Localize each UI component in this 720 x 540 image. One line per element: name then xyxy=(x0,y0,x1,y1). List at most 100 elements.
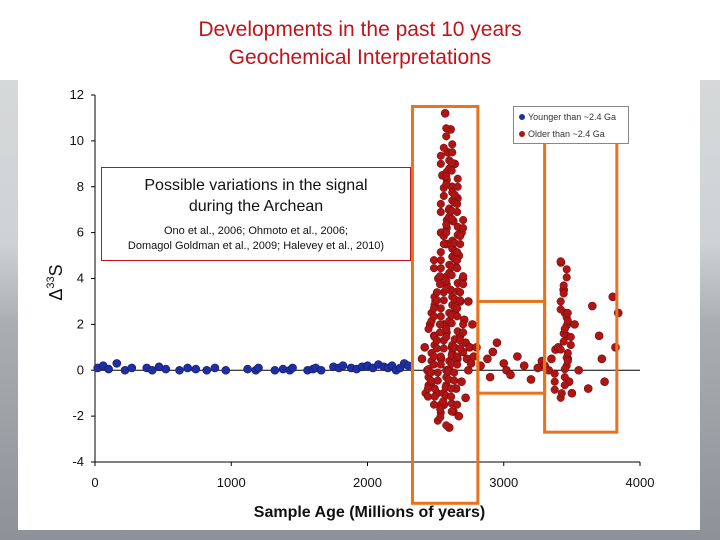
data-point-old xyxy=(563,308,572,317)
data-point-old xyxy=(436,360,445,369)
y-tick-label: -2 xyxy=(72,408,84,423)
data-point-old xyxy=(440,109,450,118)
data-point-old xyxy=(429,256,439,265)
data-point-old xyxy=(447,384,456,393)
annotation-box: Possible variations in the signal during… xyxy=(101,167,411,261)
data-point-old xyxy=(583,384,593,393)
data-point-old xyxy=(436,413,445,422)
data-point-old xyxy=(435,320,445,329)
data-point-old xyxy=(433,368,442,377)
data-point-old xyxy=(453,182,462,191)
legend-marker-young xyxy=(519,114,525,120)
data-point-old xyxy=(550,369,559,378)
plot-panel xyxy=(18,80,700,530)
data-point-old xyxy=(570,320,579,329)
data-point-young xyxy=(112,359,122,368)
data-point-old xyxy=(526,375,536,384)
data-point-old xyxy=(453,199,462,209)
data-point-old xyxy=(429,264,439,273)
data-point-old xyxy=(453,352,462,361)
data-point-old xyxy=(456,288,465,297)
data-point-old xyxy=(459,272,468,281)
legend-label-old: Older than ~2.4 Ga xyxy=(528,129,605,139)
data-point-old xyxy=(432,344,442,353)
data-point-young xyxy=(288,363,297,373)
data-point-old xyxy=(423,392,433,401)
data-point-old xyxy=(567,388,577,398)
data-point-old xyxy=(436,405,445,414)
data-point-old xyxy=(453,360,462,369)
data-point-young xyxy=(104,364,113,374)
data-point-old xyxy=(468,320,477,329)
data-point-young xyxy=(175,365,184,375)
data-point-old xyxy=(450,368,459,377)
y-tick-label: 2 xyxy=(77,316,84,331)
data-point-young xyxy=(221,365,231,375)
data-point-old xyxy=(436,264,445,273)
x-tick-label: 0 xyxy=(91,475,98,490)
data-point-old xyxy=(459,328,468,337)
data-point-young xyxy=(316,365,326,375)
data-point-old xyxy=(492,338,502,348)
annotation-heading-line2: during the Archean xyxy=(188,198,324,215)
data-point-young xyxy=(191,364,201,374)
x-axis-label: Sample Age (Millions of years) xyxy=(254,504,485,521)
data-point-old xyxy=(447,214,456,223)
data-point-old xyxy=(429,312,439,321)
data-point-old xyxy=(519,361,529,370)
data-point-young xyxy=(254,363,263,373)
legend-marker-old xyxy=(519,131,525,137)
data-point-old xyxy=(442,332,451,342)
y-axis-label-text: Δ33S xyxy=(45,264,66,300)
data-point-young xyxy=(210,363,220,373)
y-tick-label: 4 xyxy=(77,271,84,286)
data-point-old xyxy=(488,347,498,357)
data-point-old xyxy=(436,151,445,160)
data-point-old xyxy=(454,411,464,421)
data-point-old xyxy=(439,296,448,305)
data-point-old xyxy=(563,357,572,366)
data-point-young xyxy=(338,361,348,370)
data-point-young xyxy=(127,363,137,373)
data-point-old xyxy=(436,207,445,217)
data-point-old xyxy=(574,365,583,375)
data-point-old xyxy=(442,228,451,237)
data-point-old xyxy=(435,328,445,337)
data-point-old xyxy=(429,304,439,313)
data-point-old xyxy=(506,370,515,380)
data-point-old xyxy=(556,305,565,314)
data-point-old xyxy=(436,256,445,265)
chart-legend: Younger than ~2.4 Ga Older than ~2.4 Ga xyxy=(513,106,629,144)
data-point-old xyxy=(461,393,470,403)
data-point-young xyxy=(147,365,157,375)
data-point-old xyxy=(442,324,451,334)
data-point-old xyxy=(560,381,569,390)
data-point-old xyxy=(436,199,445,209)
data-point-old xyxy=(456,240,465,249)
data-point-old xyxy=(436,352,445,361)
data-point-old xyxy=(439,344,448,353)
data-point-old xyxy=(420,343,430,352)
data-point-old xyxy=(435,272,445,281)
data-point-old xyxy=(560,324,569,334)
data-point-old xyxy=(442,172,451,181)
data-point-old xyxy=(429,352,439,361)
data-point-old xyxy=(453,304,462,313)
data-point-young xyxy=(161,364,171,374)
data-point-old xyxy=(439,143,448,152)
y-tick-label: 10 xyxy=(70,133,84,148)
data-point-old xyxy=(456,232,465,241)
y-tick-label: -4 xyxy=(72,454,84,469)
data-point-old xyxy=(442,276,451,285)
data-point-young xyxy=(202,365,212,375)
data-point-young xyxy=(270,365,280,375)
data-point-old xyxy=(597,354,607,364)
annotation-heading-line1: Possible variations in the signal xyxy=(144,177,368,194)
data-point-old xyxy=(450,190,459,199)
data-point-old xyxy=(436,159,445,168)
data-point-old xyxy=(485,372,495,382)
data-point-old xyxy=(556,297,565,306)
data-point-old xyxy=(430,392,439,401)
data-point-old xyxy=(559,281,568,290)
